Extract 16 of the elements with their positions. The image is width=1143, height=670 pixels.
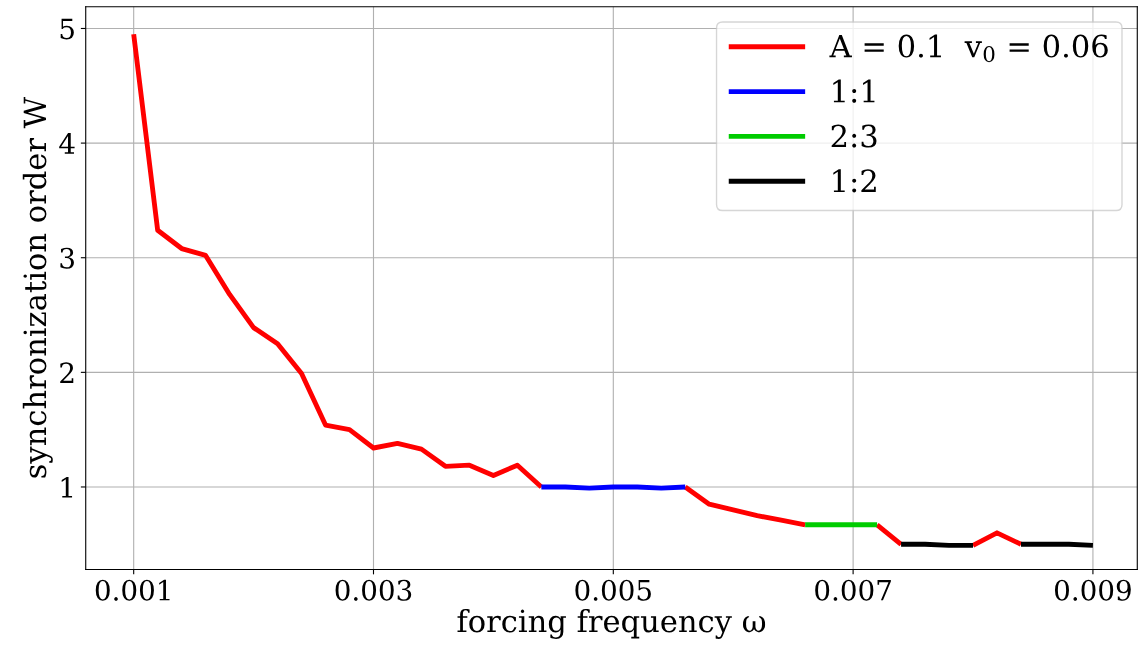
y-tick-label: 5: [60, 18, 74, 40]
legend-label: 2:3: [831, 124, 877, 148]
x-axis-title: forcing frequency ω: [457, 608, 766, 639]
y-axis-title: synchronization order W: [22, 96, 53, 478]
y-tick-label: 4: [59, 133, 75, 154]
y-tick-label: 1: [61, 476, 73, 498]
x-tick-label: 0.005: [575, 579, 651, 601]
x-tick-label: 0.003: [335, 579, 412, 601]
legend-label: A = 0.1 v$_{0}$ = 0.06: [829, 34, 1108, 63]
x-tick-label: 0.007: [815, 579, 891, 601]
y-tick-label: 2: [60, 362, 74, 383]
legend-label: 1:1: [833, 79, 875, 103]
x-tick-label: 0.001: [95, 579, 170, 601]
legend-label: 1:2: [833, 169, 876, 193]
x-tick-label: 0.009: [1054, 579, 1131, 601]
y-tick-label: 3: [60, 247, 74, 269]
